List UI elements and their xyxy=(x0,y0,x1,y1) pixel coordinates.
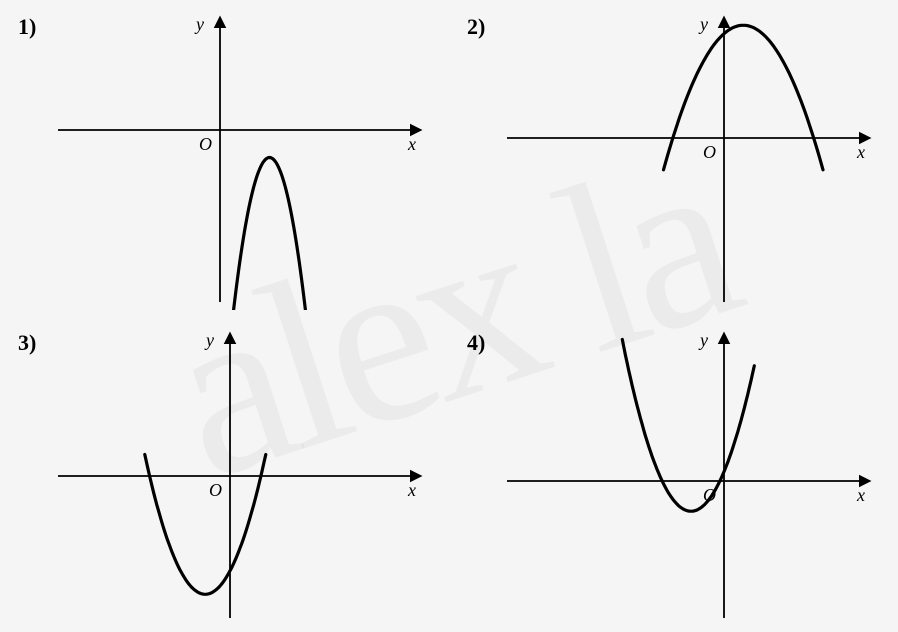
svg-text:y: y xyxy=(204,330,214,350)
panel-number: 2) xyxy=(467,14,485,40)
plot-4: yxO xyxy=(499,326,879,626)
svg-text:x: x xyxy=(407,134,416,154)
panel-3: 3) y x O xyxy=(0,316,449,632)
panel-4: 4) yxO xyxy=(449,316,898,632)
panel-2: 2) y x O xyxy=(449,0,898,316)
svg-text:x: x xyxy=(856,142,865,162)
panel-number: 3) xyxy=(18,330,36,356)
plot-1: y x O xyxy=(50,10,430,310)
svg-text:O: O xyxy=(703,142,716,162)
panel-grid: 1) y x O 2) y x O 3) y x O 4) y x O xyxy=(0,0,898,632)
panel-1: 1) y x O xyxy=(0,0,449,316)
svg-text:y: y xyxy=(194,14,204,34)
svg-text:O: O xyxy=(209,480,222,500)
svg-text:x: x xyxy=(856,485,865,505)
plot-3: y x O xyxy=(50,326,430,626)
svg-text:y: y xyxy=(698,330,708,350)
svg-text:O: O xyxy=(199,134,212,154)
panel-number: 1) xyxy=(18,14,36,40)
svg-text:x: x xyxy=(407,480,416,500)
svg-text:y: y xyxy=(698,14,708,34)
panel-number: 4) xyxy=(467,330,485,356)
plot-2: y x O xyxy=(499,10,879,310)
